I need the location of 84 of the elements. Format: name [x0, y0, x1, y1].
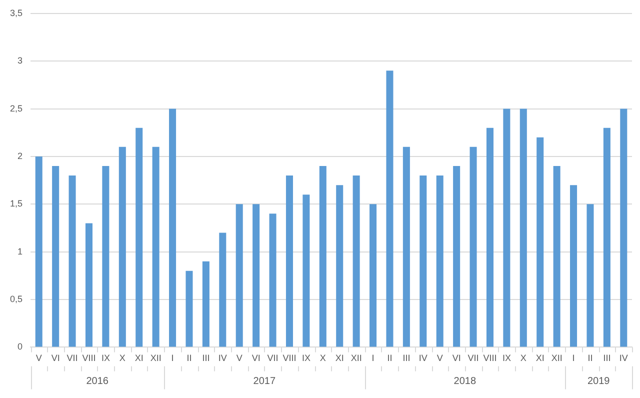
text: 2019 — [587, 376, 610, 387]
bar — [402, 146, 410, 347]
x-tick-label: II — [588, 353, 593, 364]
bar — [219, 232, 226, 347]
x-tick-label: VII — [468, 353, 479, 364]
x-tick-label: VI — [252, 353, 260, 364]
bar — [85, 223, 92, 347]
bar — [570, 185, 578, 347]
x-tick-label: X — [119, 353, 126, 364]
bar — [202, 261, 210, 347]
bar — [286, 176, 293, 347]
x-tick-label: VII — [66, 353, 78, 364]
bar — [52, 166, 60, 347]
bar — [319, 166, 326, 347]
bar — [470, 146, 477, 347]
x-tick-label: II — [387, 353, 392, 364]
x-tick-label: VII — [267, 353, 278, 364]
y-tick-label: 3 — [17, 56, 23, 66]
y-tick-label: 0,5 — [10, 294, 23, 304]
x-tick-label: VI — [51, 353, 60, 364]
bar — [136, 128, 143, 347]
x-tick-label: XII — [551, 353, 562, 364]
bar — [269, 214, 276, 347]
bar — [118, 146, 126, 347]
x-tick-label: IX — [502, 353, 511, 364]
x-tick-label: XI — [536, 353, 544, 364]
y-tick-label: 1 — [17, 246, 23, 256]
x-tick-label: XI — [134, 353, 144, 364]
text: 2018 — [454, 376, 476, 387]
bar — [186, 270, 193, 347]
bar — [503, 108, 510, 347]
x-tick-label: XI — [335, 353, 344, 364]
bar — [553, 166, 560, 347]
x-tick-label: V — [36, 353, 42, 364]
y-tick-label: 2,5 — [10, 103, 23, 114]
y-tick-label: 1,5 — [10, 198, 23, 209]
y-tick-label: 0 — [17, 342, 23, 352]
x-tick-label: VIII — [483, 353, 497, 364]
bar — [370, 204, 377, 347]
bar — [152, 146, 160, 347]
text: 2016 — [86, 376, 109, 387]
x-tick-label: V — [436, 353, 443, 364]
x-tick-label: IV — [418, 353, 428, 364]
bar — [35, 156, 42, 347]
x-tick-label: XII — [150, 353, 162, 364]
x-tick-label: VIII — [282, 353, 296, 364]
x-tick-label: IV — [218, 353, 227, 364]
bar — [386, 70, 394, 347]
bar — [620, 108, 628, 347]
x-tick-label: IX — [302, 353, 310, 364]
bar — [586, 204, 594, 347]
bar — [169, 108, 176, 347]
x-tick-label: VIII — [82, 353, 96, 364]
x-tick-label: X — [320, 353, 326, 364]
bar — [252, 204, 260, 347]
bar — [420, 176, 427, 347]
bar — [436, 176, 444, 347]
bar — [453, 166, 460, 347]
y-tick-label: 3,5 — [10, 8, 23, 18]
bar — [336, 185, 344, 347]
x-tick-label: I — [372, 353, 374, 364]
bar — [352, 176, 360, 347]
bar — [236, 204, 243, 347]
bar — [603, 128, 610, 347]
x-tick-label: X — [520, 353, 526, 364]
x-tick-label: XII — [350, 353, 362, 364]
x-tick-label: III — [202, 353, 210, 364]
x-tick-label: III — [603, 353, 611, 364]
bar — [520, 108, 527, 347]
bar — [486, 128, 494, 347]
bar — [536, 137, 544, 347]
x-tick-label: II — [186, 353, 192, 364]
x-tick-label: VI — [452, 353, 461, 364]
bar — [102, 166, 110, 347]
x-tick-label: IX — [101, 353, 110, 364]
text: 2017 — [253, 376, 276, 387]
x-tick-label: I — [171, 353, 174, 364]
x-tick-label: I — [572, 353, 575, 364]
bar — [68, 176, 76, 347]
x-tick-label: V — [236, 353, 242, 364]
x-tick-label: III — [402, 353, 410, 364]
x-tick-label: IV — [619, 353, 628, 364]
y-tick-label: 2 — [17, 150, 23, 161]
bar — [302, 194, 310, 347]
